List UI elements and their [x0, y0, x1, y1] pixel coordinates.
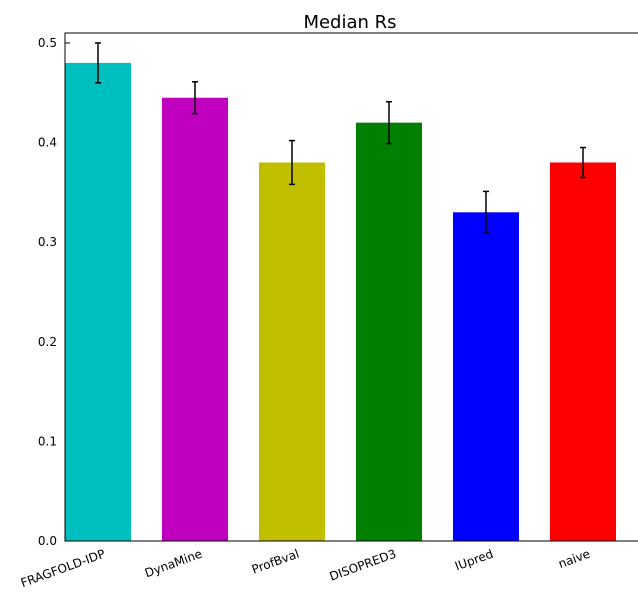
x-tick-label: naive	[556, 547, 592, 571]
error-bar	[386, 100, 392, 145]
bar	[65, 62, 131, 541]
y-tick-label: 0.4	[38, 136, 57, 150]
x-tick-label: ProfBval	[250, 547, 301, 577]
y-tick-label: 0.0	[38, 534, 57, 548]
bar	[550, 162, 616, 542]
x-tick-label: DISOPRED3	[328, 547, 398, 584]
error-bar	[95, 42, 101, 84]
plot-frame	[64, 32, 638, 542]
bar	[356, 122, 422, 541]
x-tick-label: FRAGFOLD-IDP	[19, 547, 107, 590]
bar	[453, 212, 519, 541]
error-bar	[483, 190, 489, 234]
chart-title: Median Rs	[303, 12, 396, 33]
x-tick-label: DynaMine	[143, 547, 204, 581]
y-tick-label: 0.1	[38, 434, 57, 448]
y-tick-label: 0.5	[38, 36, 57, 50]
bar	[162, 97, 228, 542]
x-tick-label: IUpred	[453, 547, 495, 574]
error-bar	[192, 81, 198, 115]
error-bar	[580, 146, 586, 179]
y-tick-label: 0.3	[38, 235, 57, 249]
bar	[259, 162, 325, 542]
y-tick-label: 0.2	[38, 335, 57, 349]
error-bar	[289, 139, 295, 186]
